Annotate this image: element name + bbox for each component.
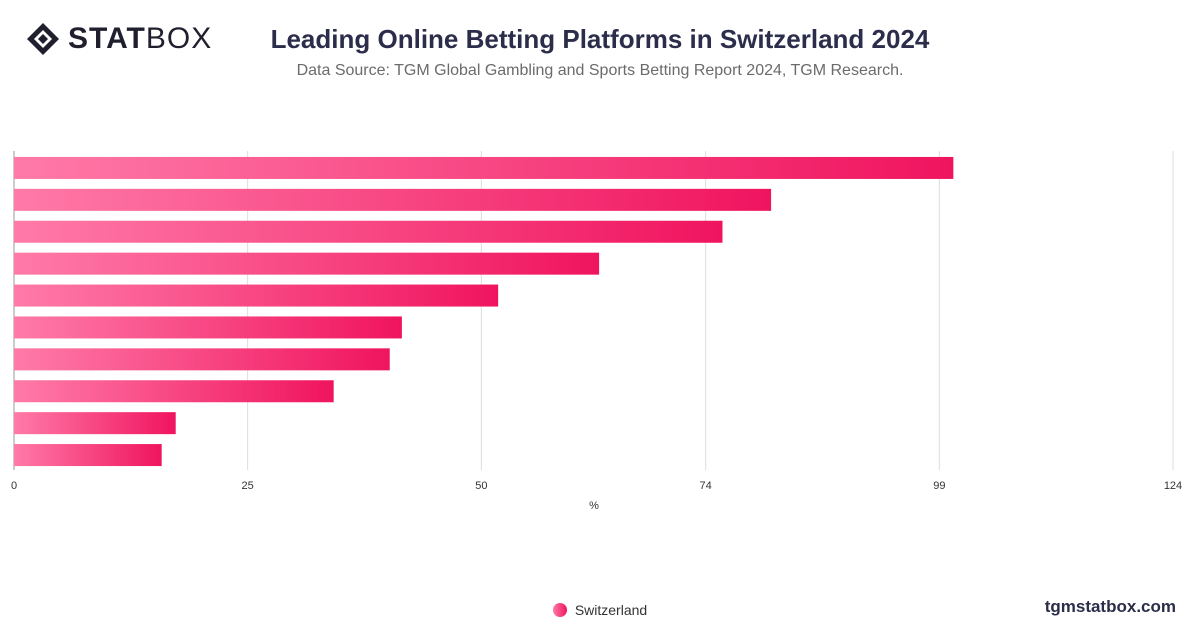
legend-label: Switzerland bbox=[574, 602, 648, 618]
bar[interactable] bbox=[14, 188, 772, 211]
x-tick-label: 25 bbox=[242, 480, 254, 492]
x-tick-label: 99 bbox=[933, 480, 945, 492]
bar[interactable] bbox=[14, 220, 723, 243]
legend[interactable]: Switzerland bbox=[0, 602, 1200, 618]
x-tick-label: 0 bbox=[11, 480, 17, 492]
logo: STATBOX bbox=[26, 22, 212, 56]
x-tick-label: 74 bbox=[700, 480, 712, 492]
x-tick-label: 124 bbox=[1164, 480, 1182, 492]
bar[interactable] bbox=[14, 348, 390, 371]
bar[interactable] bbox=[14, 444, 162, 467]
chart-subtitle: Data Source: TGM Global Gambling and Spo… bbox=[296, 62, 904, 79]
bar[interactable] bbox=[14, 412, 176, 435]
logo-text: STATBOX bbox=[68, 24, 212, 54]
bar[interactable] bbox=[14, 380, 334, 403]
bars bbox=[14, 156, 954, 467]
bar[interactable] bbox=[14, 284, 499, 307]
logo-text-light: BOX bbox=[145, 22, 213, 55]
footer-site: tgmstatbox.com bbox=[1044, 597, 1176, 616]
bar[interactable] bbox=[14, 316, 402, 339]
x-axis-ticks: 0 25 50 74 99 124 bbox=[11, 480, 1182, 492]
bar[interactable] bbox=[14, 252, 600, 275]
x-tick-label: 50 bbox=[475, 480, 487, 492]
legend-marker-icon bbox=[552, 603, 567, 617]
x-axis-label: % bbox=[589, 500, 599, 512]
logo-text-bold: STAT bbox=[68, 22, 146, 55]
chart-title: Leading Online Betting Platforms in Swit… bbox=[270, 24, 930, 54]
statbox-logo-icon bbox=[27, 23, 59, 55]
bar[interactable] bbox=[14, 156, 954, 179]
